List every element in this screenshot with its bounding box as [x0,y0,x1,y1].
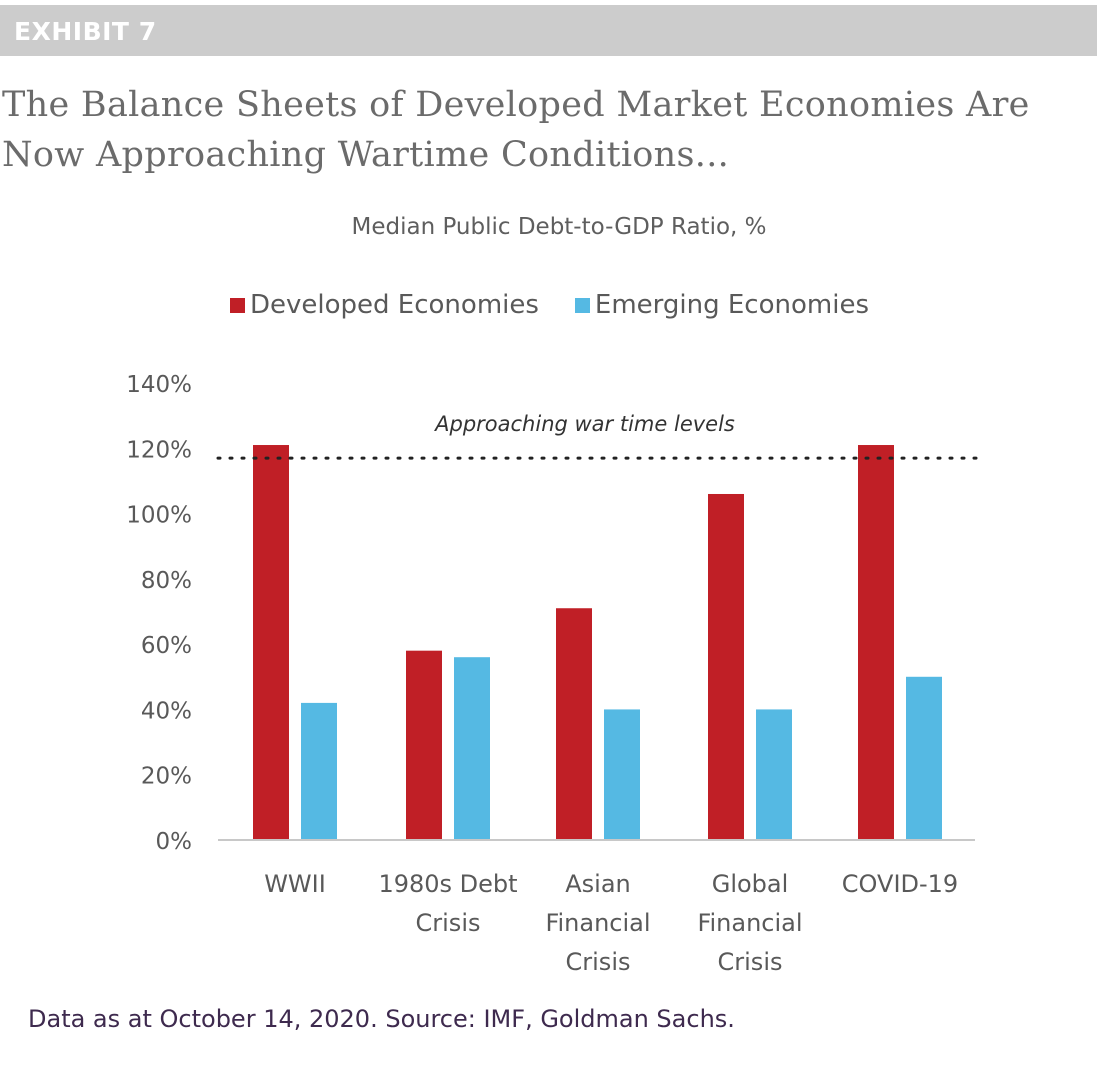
y-tick-label: 40% [141,698,192,724]
title-line-2: Now Approaching Wartime Conditions... [2,135,730,175]
x-tick-label-line: Asian [565,870,631,898]
legend-label-developed: Developed Economies [250,290,539,320]
bar-emerging [756,709,792,840]
chart-title: Median Public Debt-to-GDP Ratio, % [0,214,1110,240]
y-tick-label: 120% [126,437,192,463]
y-tick-label: 20% [141,764,192,790]
bar-developed [253,445,289,840]
bar-emerging [301,702,337,840]
x-tick-label-line: Financial [697,909,802,937]
bars [253,445,942,840]
legend-item-emerging: Emerging Economies [574,290,869,320]
source-note: Data as at October 14, 2020. Source: IMF… [28,1005,735,1033]
x-tick-label: COVID-19 [842,870,958,898]
title-line-1: The Balance Sheets of Developed Market E… [2,85,1030,125]
x-tick-label-line: WWII [264,870,326,898]
y-tick-label: 0% [156,829,193,855]
x-axis-labels: WWII 1980s Debt Crisis Asian Financial Crisis… [264,870,958,976]
legend-label-emerging: Emerging Economies [594,290,869,320]
x-tick-label: Asian Financial Crisis [545,870,650,976]
exhibit-header-bar: EXHIBIT 7 [0,5,1097,56]
x-tick-label: WWII [264,870,326,898]
bar-chart: 0% 20% 40% 60% 80% 100% 120% 140% Approaching w… [126,372,980,976]
x-tick-label-line: Financial [545,909,650,937]
x-tick-label-line: Crisis [718,948,783,976]
y-axis: 0% 20% 40% 60% 80% 100% 120% 140% [126,372,192,855]
x-tick-label: Global Financial Crisis [697,870,802,976]
exhibit-label: EXHIBIT 7 [14,17,157,46]
bar-developed [556,608,592,840]
y-tick-label: 60% [141,633,192,659]
page-title: The Balance Sheets of Developed Market E… [2,80,1102,180]
x-tick-label-line: 1980s Debt [378,870,517,898]
bar-developed [858,445,894,840]
legend-swatch-developed [230,297,245,313]
y-tick-label: 80% [141,568,192,594]
x-tick-label-line: COVID-19 [842,870,958,898]
annotations: Approaching war time levels [216,412,980,460]
x-tick-label-line: Global [712,870,789,898]
bar-emerging [906,676,942,840]
annotation-label: Approaching war time levels [433,412,735,436]
chart-title-text: Median Public Debt-to-GDP Ratio, % [351,214,767,240]
chart-legend: Developed Economies Emerging Economies [230,290,905,320]
x-tick-label-line: Crisis [566,948,631,976]
bar-emerging [604,709,640,840]
legend-item-developed: Developed Economies [230,290,539,320]
legend-swatch-emerging [574,297,590,313]
y-tick-label: 140% [126,372,192,398]
x-tick-label: 1980s Debt Crisis [378,870,517,937]
y-tick-label: 100% [126,503,192,529]
bar-emerging [454,657,490,840]
bar-developed [406,650,442,840]
x-tick-label-line: Crisis [416,909,481,937]
bar-developed [708,493,744,840]
